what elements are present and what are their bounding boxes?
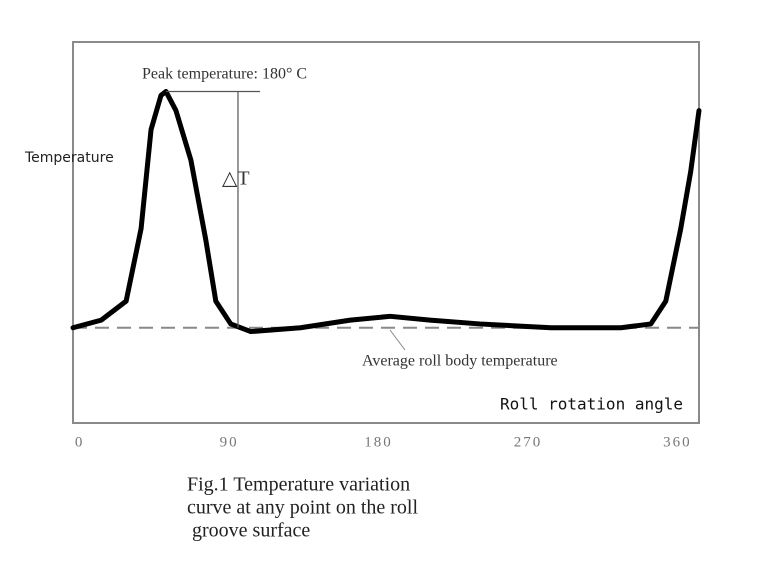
- x-tick-label: 360: [663, 434, 692, 450]
- peak-annotation: Peak temperature: 180° C: [142, 66, 307, 83]
- average-annotation: Average roll body temperature: [362, 353, 558, 370]
- x-tick-label: 90: [220, 434, 239, 450]
- x-axis-label: Roll rotation angle: [500, 395, 683, 414]
- series-line: [70, 89, 702, 335]
- delta-annotation: △T: [222, 168, 250, 190]
- x-tick-label: 180: [364, 434, 393, 450]
- leader-line: [389, 329, 406, 351]
- y-axis-label: Temperature: [24, 150, 114, 166]
- caption-line: curve at any point on the roll: [187, 497, 418, 519]
- plot-frame: [72, 41, 700, 424]
- caption-line: Fig.1 Temperature variation: [187, 474, 410, 496]
- x-tick-label: 270: [514, 434, 543, 450]
- caption-line: groove surface: [187, 520, 310, 542]
- x-tick-label: 0: [75, 434, 85, 450]
